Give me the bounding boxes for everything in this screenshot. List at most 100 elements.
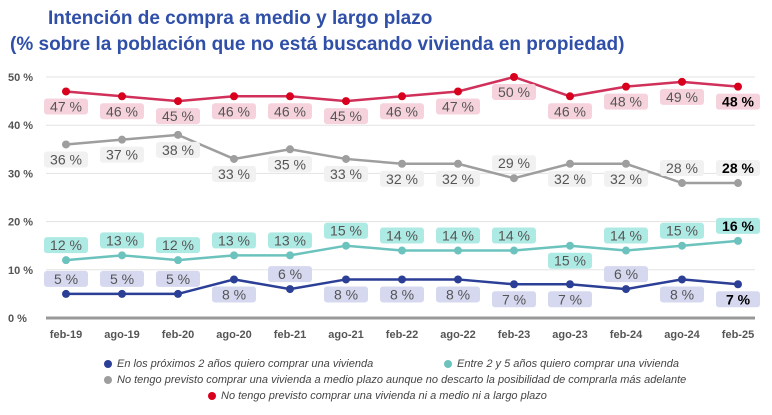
data-label-bg [268, 103, 312, 120]
data-label: 28 % [666, 160, 698, 176]
data-label: 6 % [278, 266, 302, 282]
data-label: 8 % [446, 286, 470, 302]
legend-label: No tengo previsto comprar una vivienda n… [221, 390, 547, 402]
x-tick-label: feb-24 [610, 329, 643, 341]
data-label-bg [492, 155, 536, 172]
x-tick-label: feb-23 [498, 329, 530, 341]
data-label: 32 % [386, 171, 418, 187]
data-point [622, 285, 630, 294]
data-point [566, 280, 574, 289]
data-label: 46 % [274, 103, 306, 119]
x-tick-label: ago-22 [440, 329, 475, 341]
data-point [286, 145, 294, 154]
x-tick-label: ago-23 [552, 329, 587, 341]
chart-title: Intención de compra a medio y largo plaz… [48, 8, 433, 29]
data-point [342, 275, 350, 284]
data-label-bg [100, 270, 144, 287]
data-label-bg [716, 160, 760, 177]
x-tick-label: ago-20 [216, 329, 251, 341]
data-label: 8 % [334, 286, 358, 302]
data-point [230, 92, 238, 101]
data-label: 46 % [554, 103, 586, 119]
data-label: 13 % [274, 232, 306, 248]
data-label: 49 % [666, 89, 698, 105]
data-label: 45 % [330, 108, 362, 124]
data-point [678, 275, 686, 284]
y-tick-label: 10 % [8, 265, 33, 277]
data-label: 38 % [162, 142, 194, 158]
data-label: 33 % [218, 166, 250, 182]
legend-marker [208, 392, 216, 400]
data-label: 29 % [498, 155, 530, 171]
data-label: 14 % [498, 228, 530, 244]
data-label: 8 % [222, 286, 246, 302]
legend-label: No tengo previsto comprar una vivienda a… [117, 374, 687, 386]
data-label: 47 % [50, 98, 82, 114]
legend-item-3: No tengo previsto comprar una vivienda n… [208, 390, 547, 402]
data-point [174, 256, 182, 265]
data-point [286, 251, 294, 260]
data-point [510, 174, 518, 183]
data-point [118, 251, 126, 260]
data-point [566, 241, 574, 250]
data-label-bg [156, 108, 200, 125]
data-label-bg [660, 88, 704, 105]
data-label-bg [324, 165, 368, 182]
data-point [678, 77, 686, 86]
legend-marker [104, 360, 112, 368]
legend-marker [104, 376, 112, 384]
data-label: 45 % [162, 108, 194, 124]
data-point [454, 159, 462, 168]
data-label-bg [492, 84, 536, 100]
data-point [510, 280, 518, 289]
data-label-bg [156, 141, 200, 158]
data-label-bg [604, 266, 648, 283]
data-point [622, 159, 630, 168]
y-tick-label: 0 % [8, 313, 27, 325]
data-point [454, 275, 462, 284]
data-label: 28 % [722, 160, 754, 176]
data-label-bg [436, 170, 480, 187]
data-point [286, 285, 294, 294]
data-point [174, 130, 182, 139]
data-point [622, 246, 630, 255]
data-point [174, 289, 182, 298]
data-label-bg [268, 266, 312, 283]
data-point [678, 241, 686, 250]
data-point [398, 92, 406, 101]
legend-marker [444, 360, 452, 368]
data-label-bg [492, 227, 536, 244]
data-label-bg [212, 286, 256, 303]
data-point [174, 97, 182, 106]
data-label-bg [324, 108, 368, 125]
data-point [62, 256, 70, 265]
data-label-bg [436, 227, 480, 244]
data-label: 7 % [502, 291, 526, 307]
data-label-bg [268, 232, 312, 249]
data-point [734, 82, 742, 91]
data-label-bg [716, 217, 760, 234]
data-point [734, 280, 742, 289]
data-label: 14 % [610, 228, 642, 244]
data-point [118, 92, 126, 101]
data-point [342, 154, 350, 163]
data-label-bg [660, 160, 704, 177]
legend-label: Entre 2 y 5 años quiero comprar una vivi… [457, 358, 679, 370]
y-tick-label: 40 % [8, 120, 33, 132]
data-label: 46 % [386, 103, 418, 119]
data-label-bg [100, 103, 144, 120]
data-point [734, 236, 742, 245]
data-point [62, 289, 70, 298]
data-point [678, 179, 686, 188]
data-label-bg [212, 232, 256, 249]
x-tick-label: feb-21 [274, 329, 306, 341]
data-point [342, 241, 350, 250]
legend-item-2: No tengo previsto comprar una vivienda a… [104, 374, 686, 386]
data-label-bg [156, 270, 200, 287]
data-label: 15 % [330, 223, 362, 239]
y-tick-label: 50 % [8, 72, 33, 84]
data-label-bg [660, 222, 704, 239]
data-label-bg [212, 103, 256, 120]
x-tick-label: ago-19 [104, 329, 139, 341]
data-point [62, 140, 70, 149]
